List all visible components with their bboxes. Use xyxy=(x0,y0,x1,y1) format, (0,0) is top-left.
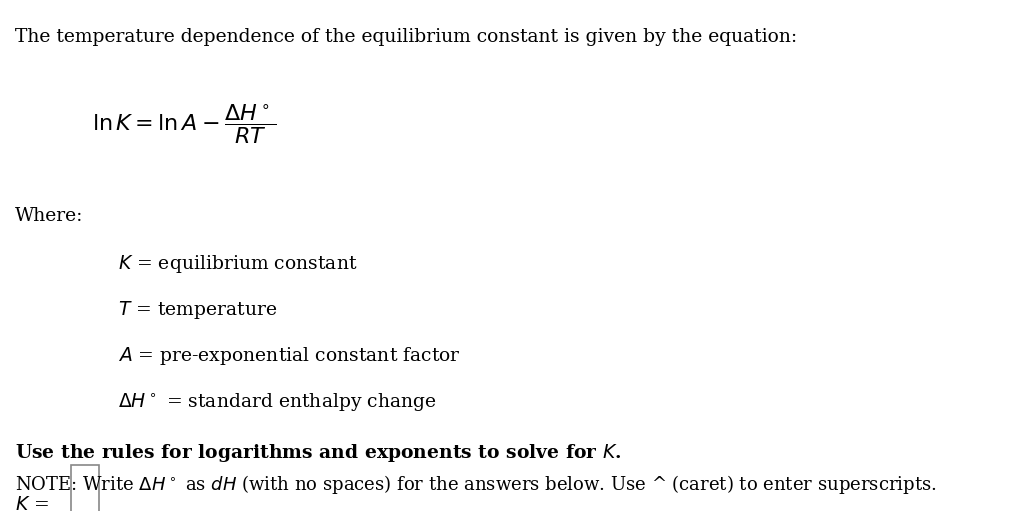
Text: $K$ = equilibrium constant: $K$ = equilibrium constant xyxy=(118,253,357,275)
Text: Use the rules for logarithms and exponents to solve for $K$.: Use the rules for logarithms and exponen… xyxy=(15,442,622,464)
Text: $K$ =: $K$ = xyxy=(15,496,49,511)
Text: The temperature dependence of the equilibrium constant is given by the equation:: The temperature dependence of the equili… xyxy=(15,28,798,46)
Text: NOTE: Write $\Delta H^\circ$ as $dH$ (with no spaces) for the answers below. Use: NOTE: Write $\Delta H^\circ$ as $dH$ (wi… xyxy=(15,473,937,496)
Text: $T$ = temperature: $T$ = temperature xyxy=(118,299,278,321)
FancyBboxPatch shape xyxy=(71,465,99,511)
Text: $A$ = pre-exponential constant factor: $A$ = pre-exponential constant factor xyxy=(118,345,461,367)
Text: $\ln K = \ln A - \dfrac{\Delta H^\circ}{RT}$: $\ln K = \ln A - \dfrac{\Delta H^\circ}{… xyxy=(92,102,276,146)
Text: Where:: Where: xyxy=(15,207,84,225)
Text: $\Delta H^\circ$ = standard enthalpy change: $\Delta H^\circ$ = standard enthalpy cha… xyxy=(118,391,436,413)
